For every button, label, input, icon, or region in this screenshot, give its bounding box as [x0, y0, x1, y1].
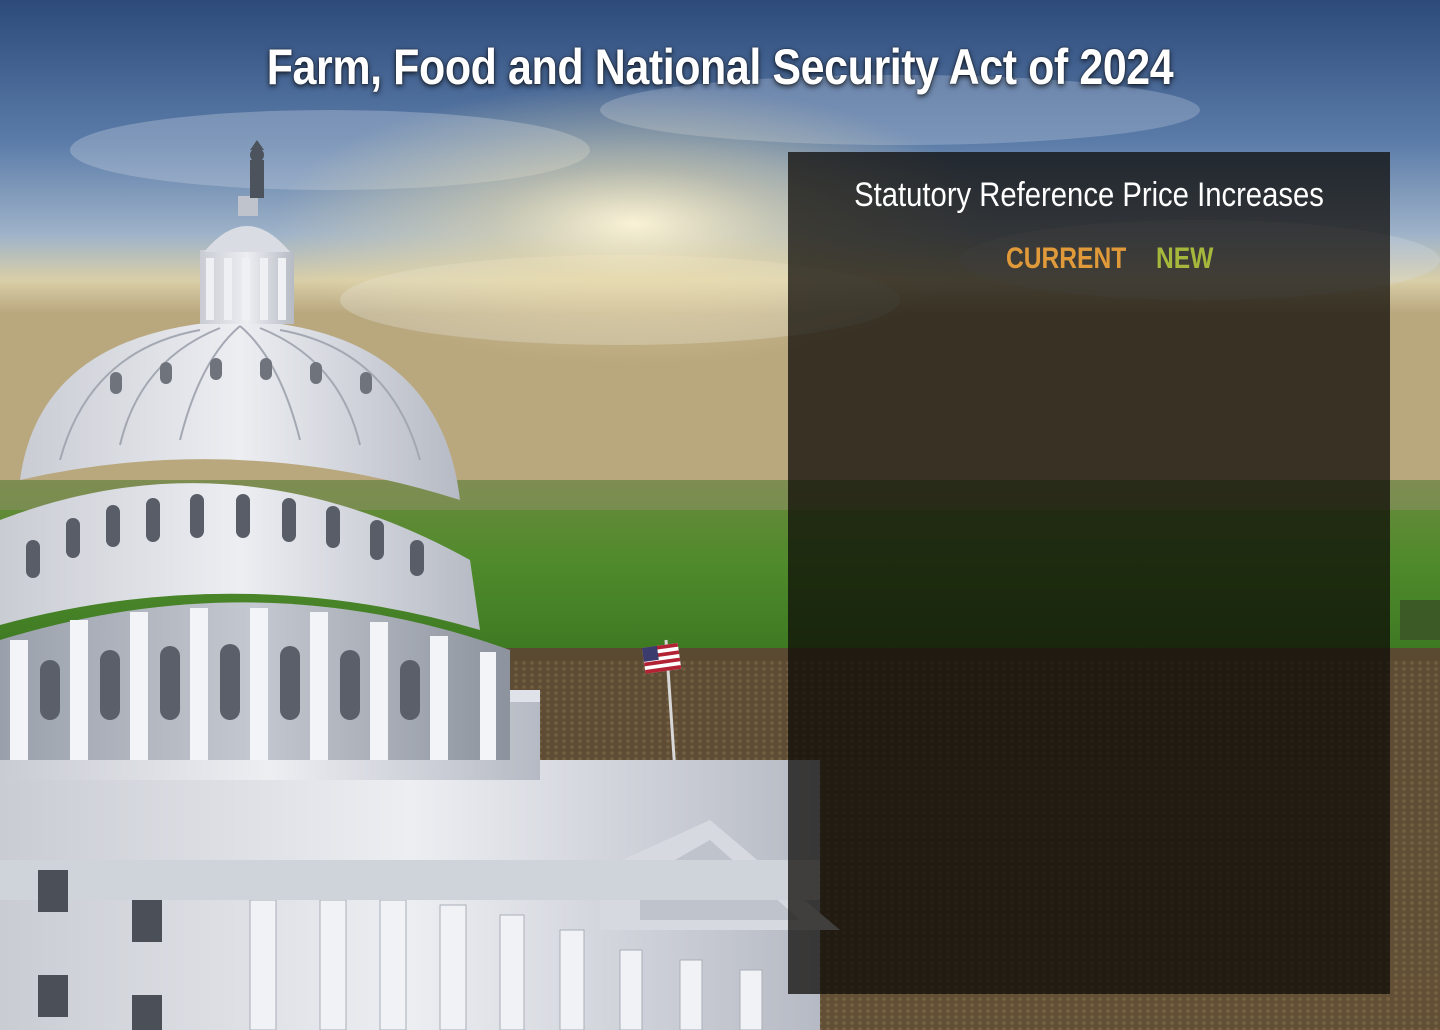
current-column-header: CURRENT [1006, 242, 1127, 275]
reference-price-table-panel: Statutory Reference Price Increases CURR… [788, 152, 1390, 994]
new-column-header: NEW [1156, 242, 1214, 275]
panel-title: Statutory Reference Price Increases [854, 176, 1324, 214]
headline-title: Farm, Food and National Security Act of … [266, 39, 1174, 95]
